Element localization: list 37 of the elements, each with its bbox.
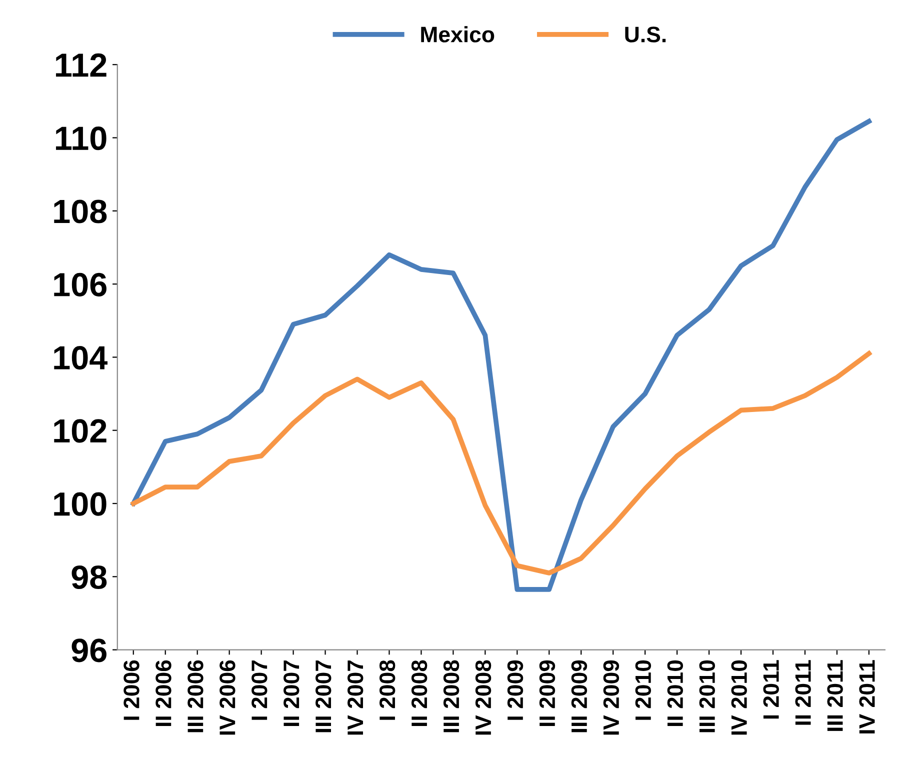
legend-label: Mexico <box>421 26 494 42</box>
y-tick-label: 104 <box>54 346 108 370</box>
y-tick-label: 106 <box>54 272 106 296</box>
legend-label: U.S. <box>625 26 666 42</box>
x-tick-label: IV 2011 <box>859 660 875 734</box>
x-tick-label: II 2009 <box>539 660 556 726</box>
x-tick-label: IV 2008 <box>475 660 492 735</box>
x-tick-label: III 2010 <box>699 660 716 732</box>
x-tick-label: I 2009 <box>507 660 524 720</box>
x-tick-label: II 2006 <box>156 660 172 726</box>
y-tick-label: 102 <box>54 419 106 443</box>
x-tick-label: IV 2009 <box>603 660 620 735</box>
x-tick-label: II 2008 <box>411 660 428 726</box>
x-tick-label: IV 2006 <box>220 660 236 735</box>
y-tick-label: 100 <box>54 492 106 516</box>
x-tick-label: I 2011 <box>763 660 779 719</box>
line-series <box>130 118 872 592</box>
line-series <box>130 351 872 576</box>
x-tick-label: III 2009 <box>571 660 588 732</box>
x-tick-label: IV 2007 <box>347 660 364 735</box>
y-tick-label: 96 <box>72 638 106 662</box>
y-tick-label: 98 <box>72 565 107 590</box>
x-tick-label: II 2010 <box>667 660 684 726</box>
x-tick-label: III 2006 <box>188 660 204 732</box>
x-tick-label: I 2008 <box>379 660 396 720</box>
y-tick-label: 112 <box>56 53 106 77</box>
x-tick-label: II 2011 <box>795 660 811 725</box>
y-tick-label: 108 <box>54 200 107 224</box>
x-tick-label: III 2011 <box>827 660 843 731</box>
x-tick-label: I 2007 <box>252 660 268 720</box>
x-tick-label: III 2008 <box>443 660 460 732</box>
x-tick-label: I 2006 <box>124 660 140 720</box>
x-tick-label: II 2007 <box>284 660 300 726</box>
y-tick-label: 110 <box>56 126 106 150</box>
x-tick-label: III 2007 <box>315 660 332 732</box>
x-tick-label: IV 2010 <box>731 660 747 735</box>
x-tick-label: I 2010 <box>635 660 652 720</box>
